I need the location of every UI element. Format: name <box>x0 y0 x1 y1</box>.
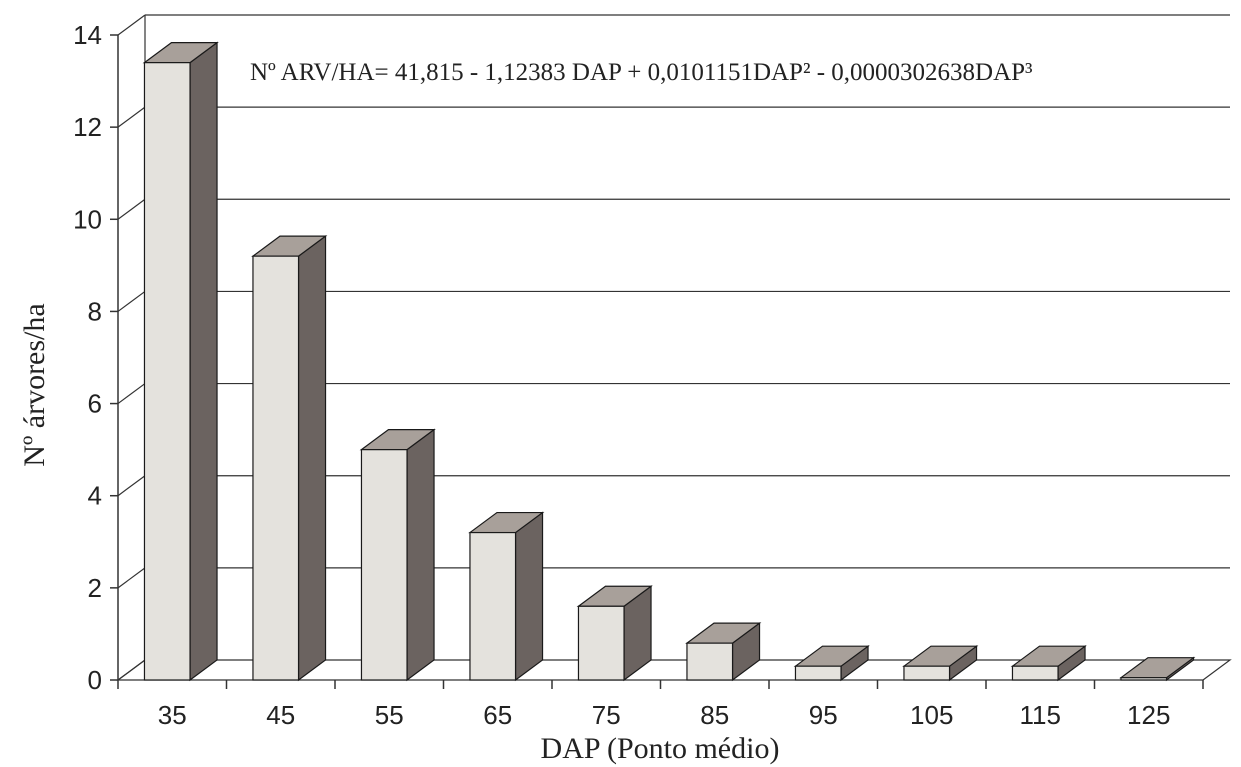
bar <box>685 621 762 682</box>
bar <box>576 585 653 682</box>
y-tick-label: 6 <box>88 389 102 419</box>
x-tick-label: 95 <box>809 700 838 730</box>
y-tick-label: 2 <box>88 573 102 603</box>
bar <box>142 41 219 682</box>
x-tick-label: 45 <box>266 700 295 730</box>
bar <box>251 234 328 682</box>
y-tick-labels: 0 2 4 6 8 10 12 14 <box>73 20 102 695</box>
x-axis-label: DAP (Ponto médio) <box>541 732 780 765</box>
bar <box>902 644 979 682</box>
x-tick-labels: 35 45 55 65 75 85 95 105 115 125 <box>158 700 1171 730</box>
y-depth-connector <box>117 659 146 681</box>
y-depth-connector <box>117 567 146 589</box>
bar-side-face <box>189 41 218 682</box>
bars-layer <box>142 41 1196 682</box>
bar <box>468 511 545 682</box>
y-depth-connector <box>117 106 146 128</box>
x-tick-label: 105 <box>910 700 953 730</box>
bar-front-face <box>143 62 191 681</box>
chart-annotation: Nº ARV/HA= 41,815 - 1,12383 DAP + 0,0101… <box>250 59 1033 86</box>
y-tick-label: 12 <box>73 112 102 142</box>
bar-front-face <box>577 605 625 681</box>
bar-front-face <box>469 531 517 681</box>
y-depth-connector <box>117 198 146 220</box>
y-axis-label: Nº árvores/ha <box>18 303 51 466</box>
y-tick-label: 14 <box>73 20 102 50</box>
x-tick-label: 115 <box>1020 700 1061 730</box>
bar-front-face <box>252 255 300 681</box>
x-tick-label: 75 <box>592 700 621 730</box>
x-tick-label: 55 <box>375 700 404 730</box>
bar-front-face <box>1120 677 1168 681</box>
bar-front-face <box>1011 665 1059 681</box>
bar-side-face <box>514 511 544 682</box>
y-depth-connector <box>117 290 146 312</box>
bar <box>1010 644 1087 682</box>
y-depth-connector <box>117 14 146 36</box>
bar-front-face <box>794 665 842 681</box>
bar-front-face <box>360 449 408 681</box>
bar-side-face <box>297 234 327 682</box>
y-tick-label: 4 <box>88 481 102 511</box>
bar <box>793 644 870 682</box>
bar <box>359 428 436 682</box>
y-tick-label: 10 <box>73 204 102 234</box>
y-tick-label: 8 <box>88 296 102 326</box>
y-tick-label: 0 <box>88 665 102 695</box>
x-tick-label: 125 <box>1127 700 1170 730</box>
bar-side-face <box>406 428 435 682</box>
x-tick-label: 35 <box>158 700 187 730</box>
bar-front-face <box>686 642 734 681</box>
bar <box>1119 656 1196 682</box>
y-depth-connector <box>117 383 146 405</box>
x-tick-label: 85 <box>700 700 729 730</box>
y-depth-connector <box>117 475 146 497</box>
x-tick-label: 65 <box>483 700 512 730</box>
bar-front-face <box>903 665 951 681</box>
